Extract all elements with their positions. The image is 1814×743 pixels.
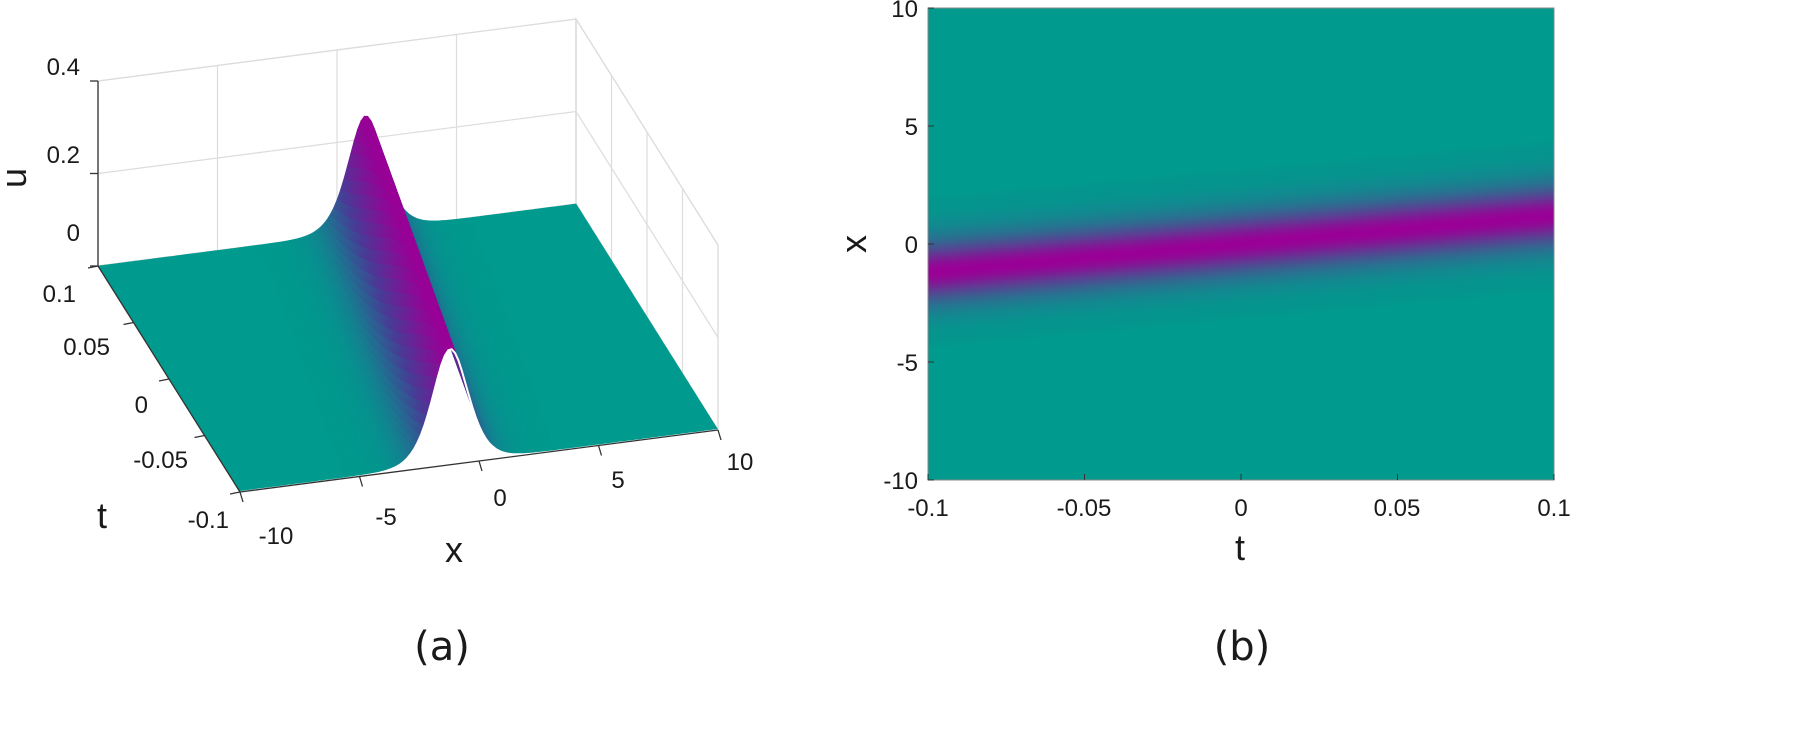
grid-line-z (97, 110, 719, 338)
panel-a-surface (97, 115, 719, 493)
panel-a-surface-plot: 0 0.2 0.4 -0.1 -0.05 0 0.05 0.1 -10 -5 0… (0, 16, 753, 670)
grid-line-z (97, 18, 719, 246)
